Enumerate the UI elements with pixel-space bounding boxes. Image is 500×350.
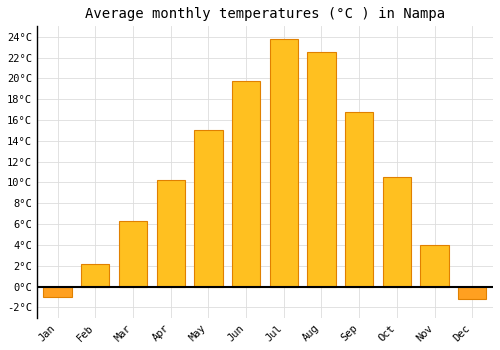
- Title: Average monthly temperatures (°C ) in Nampa: Average monthly temperatures (°C ) in Na…: [85, 7, 445, 21]
- Bar: [44, 287, 72, 297]
- Bar: [232, 82, 260, 287]
- Bar: [119, 221, 147, 287]
- Bar: [81, 264, 110, 287]
- Bar: [420, 245, 449, 287]
- Bar: [458, 287, 486, 299]
- Bar: [270, 39, 298, 287]
- Bar: [308, 52, 336, 287]
- Bar: [345, 112, 374, 287]
- Bar: [194, 131, 222, 287]
- Bar: [383, 177, 411, 287]
- Bar: [156, 180, 185, 287]
